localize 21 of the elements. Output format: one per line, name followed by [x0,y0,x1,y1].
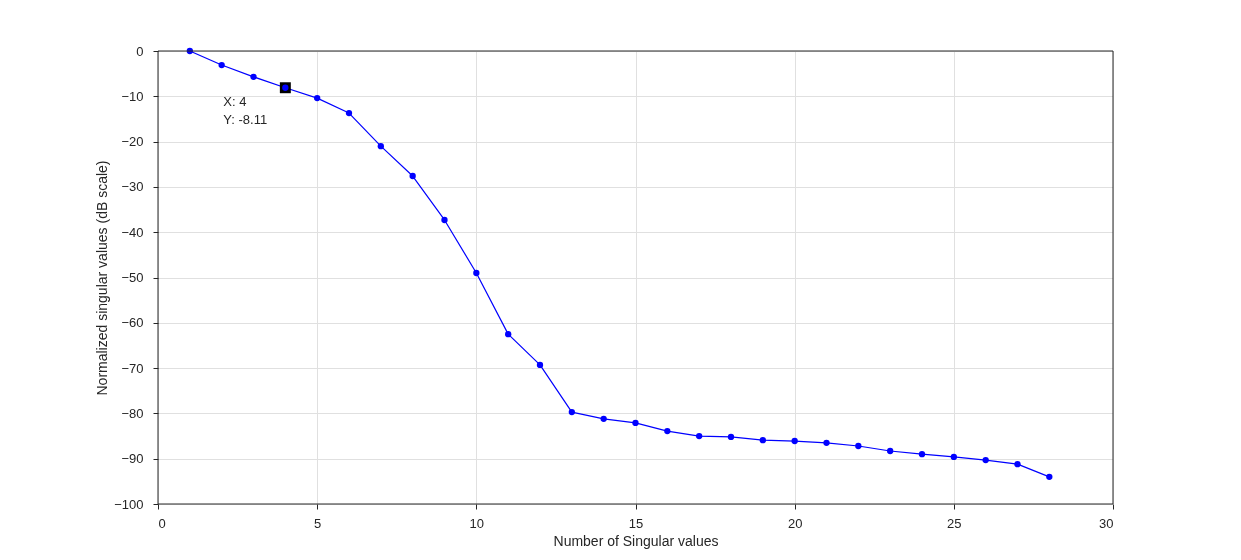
y-axis-title: Normalized singular values (dB scale) [94,160,111,396]
y-tick-label: −100 [114,496,144,512]
x-tick-label: 25 [947,515,962,531]
annotation: X: 4 Y: -8.11 [223,93,268,127]
x-tick-label: 20 [787,515,803,531]
y-tick-label: 0 [136,43,144,59]
y-tick-label: −90 [121,451,144,467]
y-tick-label: −70 [121,360,144,376]
x-tick-label: 5 [314,515,322,531]
y-tick-label: −60 [121,315,144,331]
x-tick-label: 10 [469,515,485,531]
y-tick-label: −30 [121,179,144,195]
y-tick-label: −40 [121,224,144,240]
y-tick-label: −80 [121,405,144,421]
y-tick-label: −50 [121,270,144,285]
x-tick-label: 15 [628,515,644,531]
x-tick-label: 30 [1099,515,1114,531]
y-tick-label: −10 [121,88,144,104]
x-axis-title: Number of Singular values [553,532,719,549]
y-tick-label: −20 [121,134,144,150]
x-tick-label: 0 [158,515,166,531]
